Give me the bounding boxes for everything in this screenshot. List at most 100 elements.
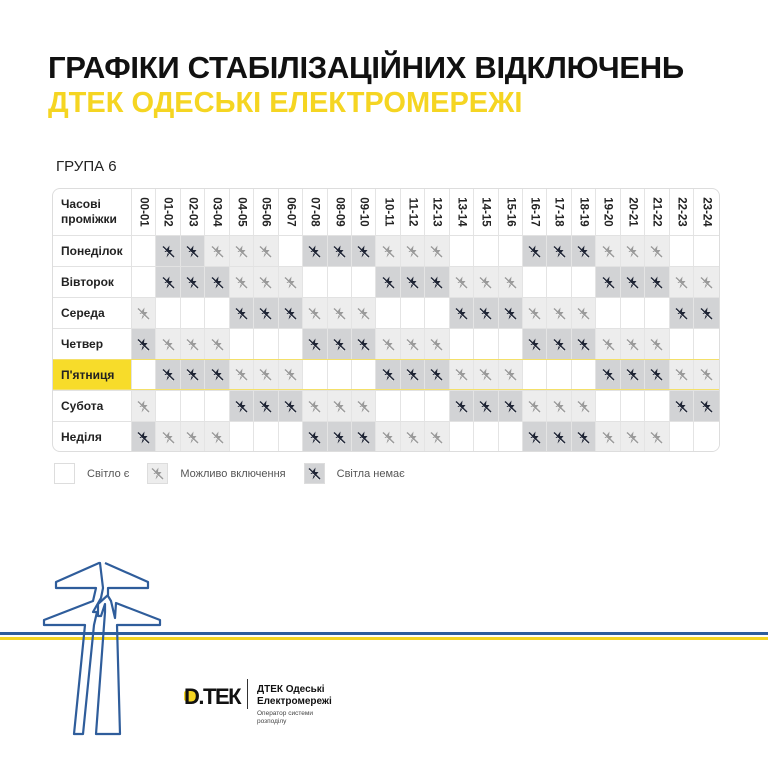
cell-power-maybe bbox=[694, 360, 719, 389]
cell-power-on bbox=[523, 360, 548, 389]
cell-power-off bbox=[400, 267, 426, 297]
cell-power-maybe bbox=[376, 329, 401, 359]
cell-power-maybe bbox=[303, 391, 328, 421]
cell-power-off bbox=[351, 236, 377, 266]
no-power-icon bbox=[162, 245, 175, 258]
cell-power-off bbox=[474, 298, 499, 328]
no-power-icon bbox=[137, 431, 150, 444]
no-power-icon bbox=[626, 368, 639, 381]
no-power-icon bbox=[650, 338, 663, 351]
cell-power-off bbox=[694, 298, 719, 328]
no-power-icon bbox=[406, 368, 419, 381]
cell-power-off bbox=[425, 267, 450, 297]
no-power-icon bbox=[137, 400, 150, 413]
cell-power-maybe bbox=[645, 422, 670, 451]
cell-power-on bbox=[156, 391, 181, 421]
cell-power-off bbox=[449, 391, 475, 421]
no-power-icon bbox=[284, 400, 297, 413]
cell-power-on bbox=[303, 267, 328, 297]
cell-power-maybe bbox=[694, 267, 719, 297]
cell-power-off bbox=[400, 360, 426, 389]
cell-power-off bbox=[156, 236, 181, 266]
cell-power-maybe bbox=[596, 329, 621, 359]
cell-power-on bbox=[205, 298, 230, 328]
cell-power-maybe bbox=[205, 422, 230, 451]
cell-power-off bbox=[327, 329, 352, 359]
cell-power-maybe bbox=[571, 391, 597, 421]
no-power-icon bbox=[357, 338, 370, 351]
legend-label-maybe: Можливо включення bbox=[180, 467, 286, 480]
no-power-icon bbox=[308, 467, 321, 480]
column-header: 07-08 bbox=[303, 189, 328, 235]
dtek-logo: D.ТЕК bbox=[183, 684, 244, 714]
cell-power-maybe bbox=[351, 298, 377, 328]
column-header: 11-12 bbox=[401, 189, 426, 235]
cell-power-off bbox=[254, 298, 279, 328]
no-power-icon bbox=[211, 245, 224, 258]
cell-power-maybe bbox=[523, 298, 548, 328]
no-power-icon bbox=[626, 276, 639, 289]
no-power-icon bbox=[430, 368, 443, 381]
no-power-icon bbox=[700, 368, 713, 381]
column-header: 17-18 bbox=[547, 189, 572, 235]
cell-power-off bbox=[351, 422, 377, 451]
table-row: Неділя bbox=[53, 421, 719, 451]
cell-power-maybe bbox=[449, 267, 475, 297]
cell-power-on bbox=[278, 236, 304, 266]
column-header: 14-15 bbox=[474, 189, 499, 235]
cell-power-maybe bbox=[498, 360, 523, 389]
cell-power-off bbox=[547, 422, 572, 451]
cell-power-on bbox=[669, 236, 695, 266]
cell-power-maybe bbox=[376, 422, 401, 451]
day-label: П'ятниця bbox=[53, 360, 132, 389]
no-power-icon bbox=[577, 431, 590, 444]
legend: Світло є Можливо включення Світла немає bbox=[54, 463, 423, 484]
cell-power-maybe bbox=[425, 236, 450, 266]
no-power-icon bbox=[211, 338, 224, 351]
cell-power-on bbox=[400, 391, 426, 421]
cell-power-off bbox=[376, 360, 401, 389]
cell-power-maybe bbox=[132, 391, 157, 421]
cell-power-on bbox=[449, 329, 475, 359]
no-power-icon bbox=[382, 276, 395, 289]
cell-power-maybe bbox=[425, 422, 450, 451]
cell-power-off bbox=[303, 329, 328, 359]
cell-power-on bbox=[571, 360, 597, 389]
no-power-icon bbox=[455, 276, 468, 289]
cell-power-off bbox=[180, 360, 206, 389]
cell-power-maybe bbox=[645, 329, 670, 359]
cell-power-maybe bbox=[645, 236, 670, 266]
no-power-icon bbox=[308, 400, 321, 413]
cell-power-on bbox=[205, 391, 230, 421]
no-power-icon bbox=[137, 338, 150, 351]
cell-power-on bbox=[254, 422, 279, 451]
cell-power-off bbox=[620, 267, 646, 297]
no-power-icon bbox=[333, 400, 346, 413]
table-row: Понеділок bbox=[53, 235, 719, 266]
cell-power-maybe bbox=[425, 329, 450, 359]
cell-power-off bbox=[205, 267, 230, 297]
legend-swatch-maybe bbox=[147, 463, 169, 484]
cell-power-on bbox=[400, 298, 426, 328]
day-label: Середа bbox=[53, 298, 132, 328]
cell-power-on bbox=[229, 329, 255, 359]
cell-power-off bbox=[449, 298, 475, 328]
no-power-icon bbox=[284, 368, 297, 381]
day-label: Неділя bbox=[53, 422, 132, 451]
no-power-icon bbox=[186, 368, 199, 381]
column-header: 20-21 bbox=[621, 189, 646, 235]
no-power-icon bbox=[333, 245, 346, 258]
cell-power-on bbox=[669, 422, 695, 451]
column-header: 18-19 bbox=[572, 189, 597, 235]
cell-power-maybe bbox=[547, 298, 572, 328]
day-label: Вівторок bbox=[53, 267, 132, 297]
cell-power-on bbox=[132, 236, 157, 266]
no-power-icon bbox=[235, 368, 248, 381]
no-power-icon bbox=[406, 276, 419, 289]
no-power-icon bbox=[137, 307, 150, 320]
cell-power-maybe bbox=[351, 391, 377, 421]
no-power-icon bbox=[406, 431, 419, 444]
cell-power-maybe bbox=[327, 298, 352, 328]
no-power-icon bbox=[162, 368, 175, 381]
cell-power-off bbox=[376, 267, 401, 297]
